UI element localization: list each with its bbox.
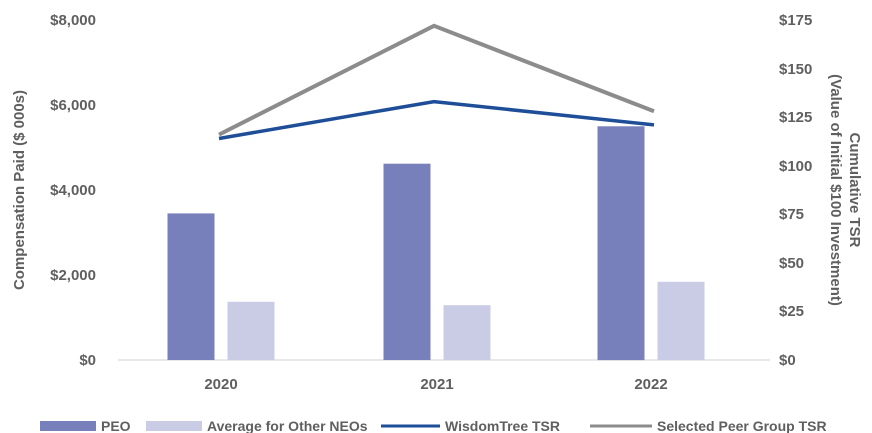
left-tick-label: $0 (79, 352, 96, 369)
legend-label-peer-group: Selected Peer Group TSR (657, 418, 827, 433)
x-axis-ticks: 2020 2021 2022 (204, 376, 667, 393)
right-tick-label: $25 (779, 303, 804, 320)
right-tick-label: $50 (779, 255, 804, 272)
legend: PEO Average for Other NEOs WisdomTree TS… (40, 418, 827, 433)
right-tick-label: $125 (779, 109, 812, 126)
right-axis-title-line2: (Value of Initial $100 Investment) (827, 74, 844, 306)
right-tick-label: $0 (779, 352, 796, 369)
legend-label-other-neos: Average for Other NEOs (207, 418, 368, 433)
bar-other-neos-2020 (227, 301, 275, 360)
bar-other-neos-2021 (443, 305, 491, 360)
right-tick-label: $175 (779, 12, 812, 29)
x-tick-label: 2020 (204, 376, 237, 393)
line-wisdomtree-tsr (218, 99, 655, 141)
left-tick-label: $6,000 (50, 97, 96, 114)
bar-peo-2021 (383, 163, 431, 360)
bars-layer (167, 126, 705, 361)
legend-label-wisdomtree: WisdomTree TSR (445, 418, 560, 433)
line-peer-group-tsr (218, 23, 655, 137)
right-axis-title-line1: Cumulative TSR (846, 132, 863, 247)
x-tick-label: 2021 (420, 376, 453, 393)
bar-peo-2022 (597, 126, 645, 361)
right-tick-label: $75 (779, 206, 804, 223)
right-y-axis: $0 $25 $50 $75 $100 $125 $150 $175 Cumul… (779, 12, 863, 369)
bar-other-neos-2022 (657, 281, 705, 360)
lines-layer (218, 23, 655, 141)
left-tick-label: $2,000 (50, 267, 96, 284)
left-tick-label: $4,000 (50, 182, 96, 199)
legend-label-peo: PEO (101, 418, 131, 433)
x-tick-label: 2022 (634, 376, 667, 393)
legend-swatch-peo (40, 421, 96, 431)
right-tick-label: $100 (779, 158, 812, 175)
left-y-axis: $0 $2,000 $4,000 $6,000 $8,000 Compensat… (11, 12, 96, 369)
bar-peo-2020 (167, 213, 215, 360)
left-tick-label: $8,000 (50, 12, 96, 29)
legend-swatch-other-neos (146, 421, 202, 431)
right-tick-label: $150 (779, 61, 812, 78)
left-axis-title: Compensation Paid ($ 000s) (11, 90, 28, 290)
